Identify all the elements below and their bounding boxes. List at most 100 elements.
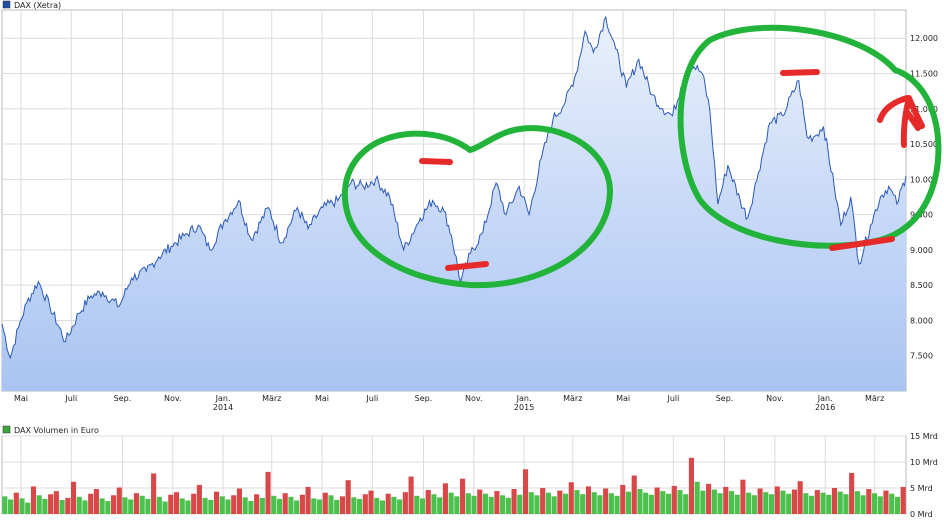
annotation-red-mark-bottom-2014 [445,261,489,271]
volume-bar [242,497,248,514]
volume-bar [42,498,48,514]
volume-bar [219,496,225,514]
volume-bar [500,495,506,514]
volume-bar [654,487,660,514]
price-y-tick-11-000: 11.000 [910,105,938,114]
volume-bar [48,494,54,514]
annotation-green-circle-2014 [341,125,614,289]
volume-bar [76,496,82,514]
volume-bar [334,499,340,514]
volume-bar [814,490,820,514]
volume-bar [133,493,140,514]
volume-bar [671,485,677,514]
annotation-green-circle-2015 [677,24,942,249]
volume-bar [791,489,797,514]
volume-bar [528,492,534,514]
volume-bar [717,493,723,514]
volume-bar [666,493,672,514]
price-x-tick-nov: Nov. [164,394,182,403]
price-x-tick-mai: Mai [14,394,28,403]
volume-bar [837,491,843,514]
volume-bar [454,496,460,514]
volume-bar [631,475,637,514]
annotation-overlay [341,24,942,289]
volume-bar [185,500,191,514]
volume-bar [214,491,220,514]
legend-swatch-dax-xetra [2,0,11,9]
price-y-tick-10-000: 10.000 [910,175,938,184]
price-x-tick-juli: Juli [666,394,679,403]
volume-bar [151,473,157,514]
series-line-dax-xetra [1,15,907,360]
volume-bar [316,499,323,514]
volume-bar [259,497,265,514]
volume-y-axis: 0 Mrd 5 Mrd 10 Mrd 15 Mrd [910,432,938,519]
volume-bar [431,494,437,514]
volume-y-tick-5-mrd: 5 Mrd [910,484,933,493]
volume-bar [849,472,855,514]
volume-bar [734,494,740,514]
volume-bar [425,490,431,514]
legend-label-dax-xetra: DAX (Xetra) [14,1,61,10]
volume-bar [351,497,357,514]
volume-bar [751,495,757,514]
volume-bar [322,492,328,514]
price-x-tick-jan: Jan. [516,394,532,403]
volume-bar [248,501,254,514]
volume-bar [574,490,580,514]
volume-bar [156,496,162,514]
volume-bar [551,496,557,514]
volume-bar [809,495,815,514]
volume-bar [179,498,185,514]
volume-bar [282,493,288,514]
volume-bar [105,501,111,514]
volume-bar [877,496,883,514]
volume-bar [311,498,317,514]
volume-bar [448,492,454,514]
volume-bar [603,488,609,514]
volume-bar [900,486,906,514]
price-y-tick-10-500: 10.500 [910,140,938,149]
volume-bar [236,488,242,514]
volume-bar [471,495,477,514]
volume-bar [460,478,466,514]
price-x-tick-juli: Juli [365,394,378,403]
volume-bar [482,493,489,514]
volume-bar [522,469,529,514]
price-y-tick-8-500: 8.500 [910,281,933,290]
price-x-tick-sep: Sep. [716,394,734,403]
volume-bar [608,493,614,514]
volume-bar [36,495,42,514]
volume-bar [442,483,448,514]
price-x-year-2015: 2015 [514,403,534,412]
volume-bar [597,495,603,514]
volume-bar [82,500,88,514]
volume-bar [419,498,426,514]
volume-bar [19,498,25,514]
price-x-tick-sep: Sep. [415,394,433,403]
volume-bar [59,499,65,514]
volume-bar [860,495,866,514]
volume-bar [786,493,792,514]
volume-bar [826,494,832,514]
volume-bar [694,481,700,514]
volume-bar [780,490,786,514]
volume-bar [93,489,99,514]
volume-bar [625,491,632,514]
volume-bar [843,494,849,514]
volume-bar [196,484,202,514]
volume-bar [168,494,174,514]
volume-bar [643,492,649,514]
volume-bar [660,491,666,514]
volume-bar [540,488,546,514]
price-y-tick-11-500: 11.500 [910,70,938,79]
volume-bar [620,484,626,514]
volume-bar [25,502,31,514]
annotation-red-arrow-up [877,95,925,148]
volume-bar [488,496,494,514]
volume-bar [723,486,729,514]
volume-y-tick-15-mrd: 15 Mrd [910,432,938,441]
volume-bar [883,490,889,514]
volume-bar [614,495,620,514]
volume-bar [763,492,769,514]
